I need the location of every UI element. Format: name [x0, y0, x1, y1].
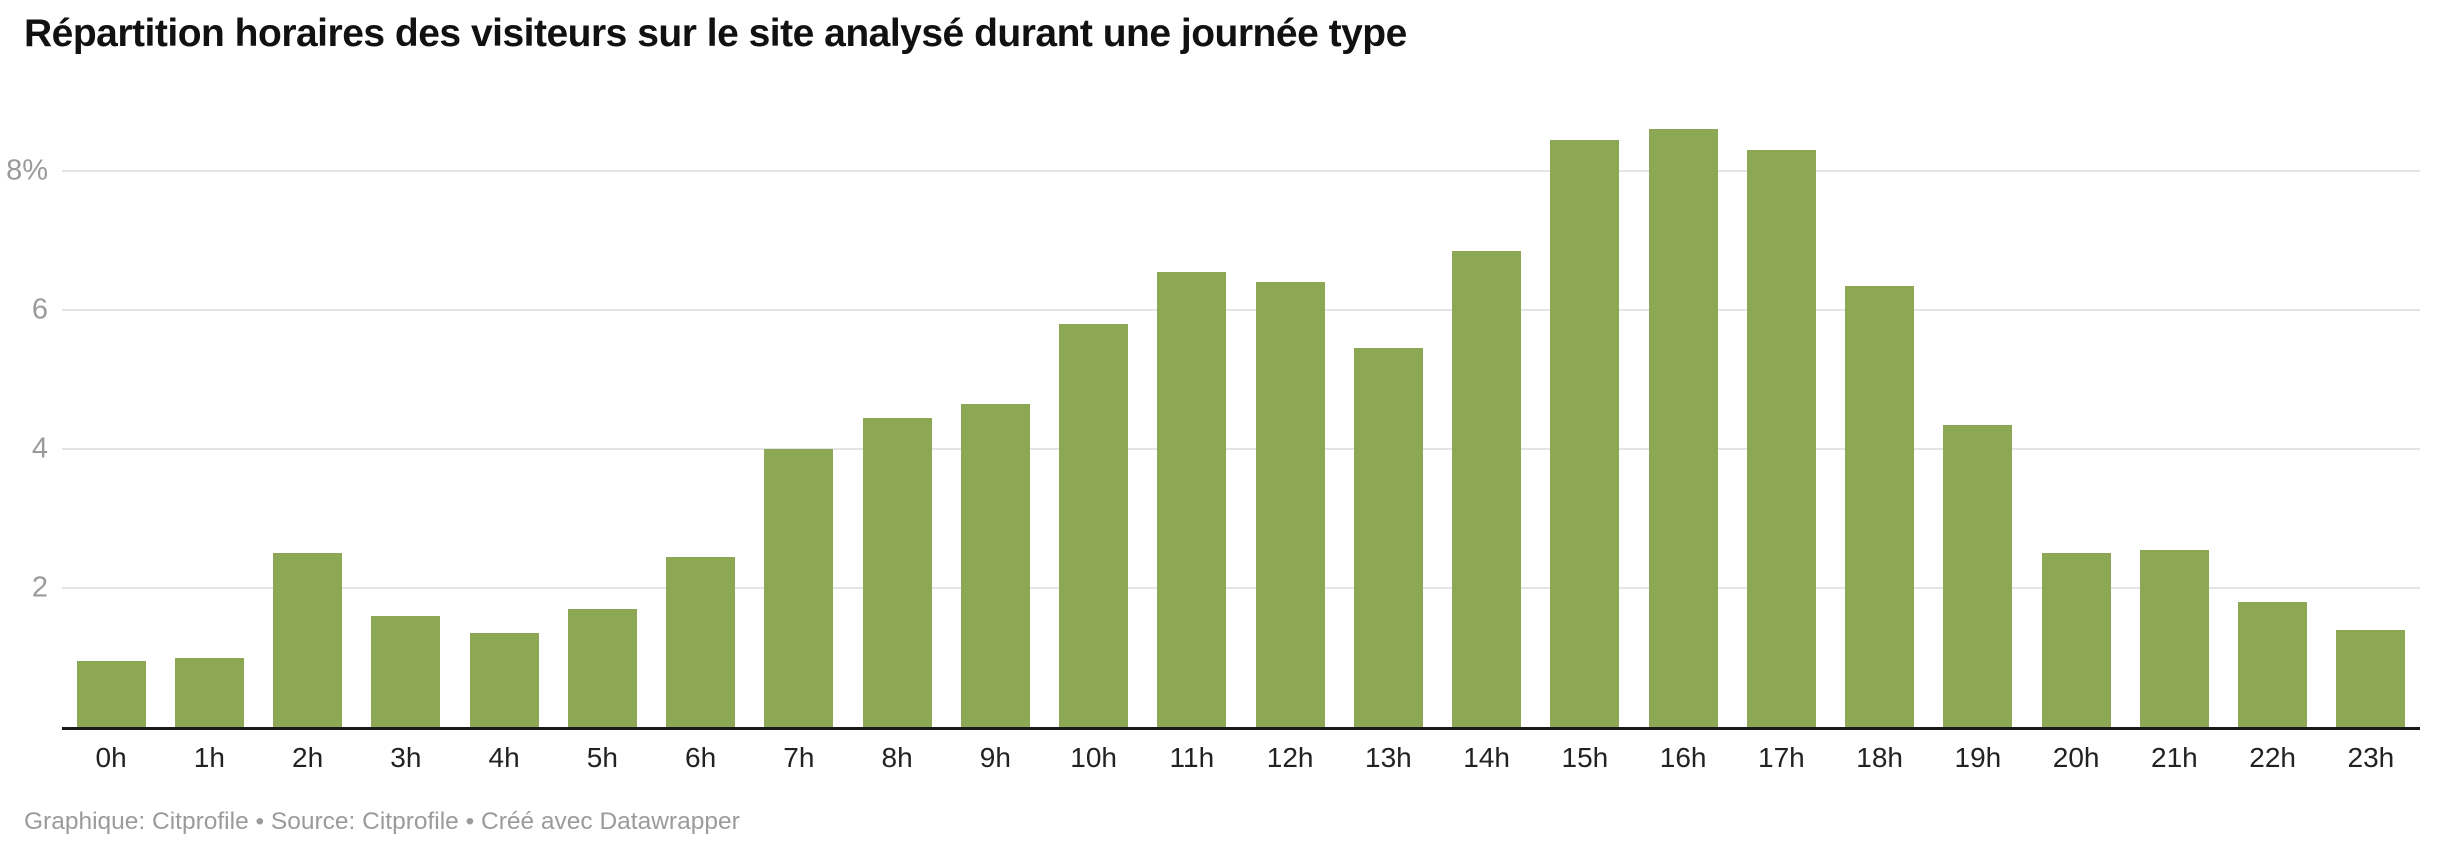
- y-axis-tick-label: 8%: [6, 154, 48, 187]
- bar: [1550, 139, 1620, 727]
- x-axis-tick-label: 14h: [1463, 742, 1510, 773]
- bar-slot: 13h: [1339, 125, 1437, 772]
- bar: [2238, 601, 2307, 727]
- bar: [174, 657, 244, 727]
- bar: [76, 660, 146, 727]
- bar: [666, 556, 735, 727]
- bar-slot: 9h: [946, 125, 1044, 772]
- x-axis-tick-label: 5h: [586, 742, 618, 773]
- gridline: [62, 170, 2420, 172]
- bar: [764, 449, 834, 727]
- x-axis-tick-label: 13h: [1365, 742, 1412, 773]
- plot-area: 2 4 6 8% 0h 1h 2h 3h 4h 5h 6h 7h 8h 9h 10h …: [6, 125, 2420, 772]
- bar: [2041, 553, 2111, 727]
- bar: [273, 553, 342, 727]
- bar-slot: 12h: [1241, 125, 1339, 772]
- bar-slot: 4h: [455, 125, 553, 772]
- bar: [1059, 323, 1128, 727]
- bar: [1746, 150, 1816, 727]
- x-axis-tick-label: 2h: [292, 742, 324, 773]
- bar-slot: 19h: [1929, 125, 2027, 772]
- bar-slot: 0h: [62, 125, 160, 772]
- bar-slot: 17h: [1732, 125, 1830, 772]
- bar: [2139, 549, 2209, 727]
- gridline: [62, 448, 2420, 450]
- x-axis-tick-label: 18h: [1856, 742, 1903, 773]
- bar: [1255, 282, 1325, 727]
- bar-slot: 23h: [2322, 125, 2420, 772]
- x-axis-tick-label: 12h: [1266, 742, 1314, 773]
- bar-slot: 3h: [357, 125, 455, 772]
- bar-slot: 15h: [1536, 125, 1634, 772]
- bar-slot: 5h: [553, 125, 651, 772]
- bar: [1943, 424, 2013, 727]
- x-axis-tick-label: 16h: [1659, 742, 1707, 773]
- bar: [862, 417, 932, 727]
- bar-slot: 11h: [1143, 125, 1241, 772]
- bar-slot: 14h: [1438, 125, 1536, 772]
- x-axis-tick-label: 19h: [1954, 742, 2002, 773]
- x-axis-tick-label: 1h: [193, 742, 225, 773]
- bar: [1452, 250, 1521, 727]
- x-axis-tick-label: 8h: [881, 742, 913, 773]
- bar: [567, 608, 637, 727]
- bar-slot: 18h: [1831, 125, 1929, 772]
- x-axis-tick-label: 11h: [1169, 742, 1215, 773]
- x-axis-tick-label: 4h: [488, 742, 520, 773]
- bar-slot: 7h: [750, 125, 848, 772]
- bar: [371, 615, 441, 727]
- footer-credits: Graphique: Citprofile • Source: Citprofi…: [24, 808, 740, 835]
- bar-slot: 20h: [2027, 125, 2125, 772]
- bar: [1157, 271, 1227, 727]
- bar: [2336, 629, 2406, 727]
- gridline: [62, 309, 2420, 311]
- bar-series: 0h 1h 2h 3h 4h 5h 6h 7h 8h 9h 10h 11h 12…: [62, 125, 2420, 772]
- x-axis-tick-label: 6h: [685, 742, 717, 773]
- bar-slot: 21h: [2125, 125, 2223, 772]
- bar-slot: 2h: [259, 125, 357, 772]
- x-axis-tick-label: 17h: [1758, 742, 1805, 773]
- bar-slot: 16h: [1634, 125, 1732, 772]
- bar: [469, 633, 539, 727]
- bar-slot: 10h: [1045, 125, 1143, 772]
- x-axis-tick-label: 10h: [1070, 742, 1117, 773]
- y-axis-tick-label: 4: [31, 432, 48, 465]
- bar-slot: 8h: [848, 125, 946, 772]
- bar: [1648, 129, 1718, 727]
- x-axis-tick-label: 0h: [95, 742, 127, 773]
- x-axis-tick-label: 22h: [2249, 742, 2296, 773]
- x-axis-tick-label: 9h: [979, 742, 1011, 773]
- y-axis-tick-label: 6: [31, 293, 48, 326]
- x-axis-tick-label: 20h: [2052, 742, 2100, 773]
- gridline: [62, 587, 2420, 589]
- bar: [1353, 348, 1423, 727]
- chart-title: Répartition horaires des visiteurs sur l…: [24, 12, 1407, 55]
- x-axis-tick-label: 7h: [783, 742, 815, 773]
- y-axis-tick-label: 2: [31, 571, 48, 604]
- bar-slot: 22h: [2224, 125, 2322, 772]
- x-axis-tick-label: 3h: [390, 742, 422, 773]
- bar: [1845, 285, 1914, 727]
- bar-slot: 6h: [652, 125, 750, 772]
- x-axis-tick-label: 15h: [1561, 742, 1609, 773]
- bar-slot: 1h: [160, 125, 258, 772]
- x-axis-tick-label: 21h: [2151, 742, 2198, 773]
- x-axis-tick-label: 23h: [2347, 742, 2395, 773]
- bar: [960, 403, 1030, 727]
